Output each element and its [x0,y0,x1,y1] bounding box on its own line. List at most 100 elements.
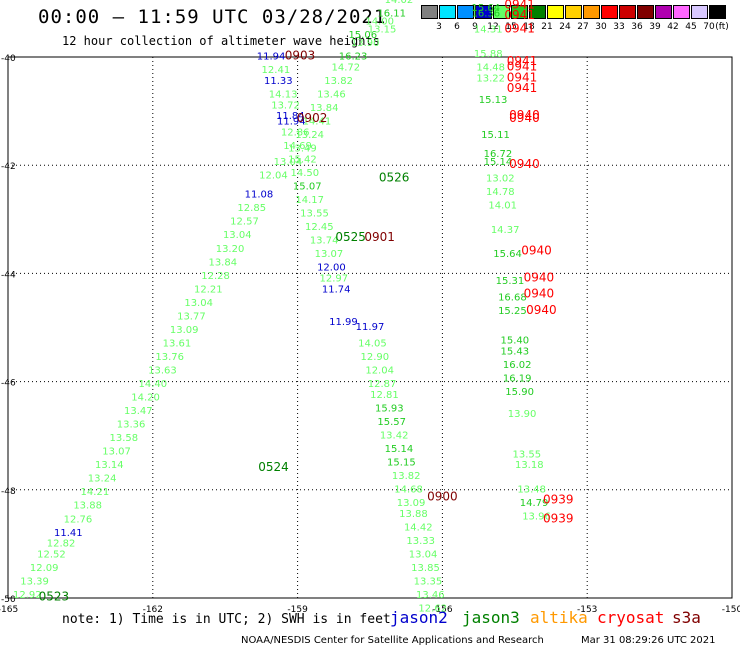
swh-value-label: 13.24 [295,130,324,141]
swh-value-label: 15.14 [385,444,414,455]
swh-value-label: 15.43 [500,347,529,358]
x-tick-label: -162 [143,605,163,615]
swh-value-label: 12.04 [259,171,288,182]
swh-value-label: 13.04 [223,230,252,241]
swh-value-label: 13.88 [73,501,102,512]
swh-value-label: 12.81 [370,390,399,401]
legend-swatch [493,5,510,19]
swh-value-label: 12.52 [37,549,66,560]
swh-value-label: 13.09 [170,325,199,336]
legend-swatch [565,5,582,19]
swh-value-label: 14.00 [365,17,394,28]
legend-bin-label: 24 [559,22,571,32]
pass-time-label: 0941 [504,22,535,36]
x-tick-label: -153 [577,605,597,615]
swh-value-label: 13.22 [476,73,505,84]
swh-value-label: 13.04 [274,157,303,168]
swh-value-label: 14.69 [283,141,312,152]
swh-value-label: 13.04 [184,298,213,309]
y-tick-label: -48 [1,487,16,497]
pass-time-label: 0524 [258,460,289,474]
y-tick-label: -42 [1,162,16,172]
swh-value-label: 13.85 [411,563,440,574]
swh-value-label: 14.42 [404,522,433,533]
y-tick-label: -50 [1,595,16,605]
swh-value-label: 16.36 [472,8,501,19]
swh-value-label: 13.90 [351,38,380,49]
legend-swatch [709,5,726,19]
swh-value-label: 16.19 [503,374,532,385]
swh-value-label: 16.02 [503,360,532,371]
swh-value-label: 13.07 [102,447,131,458]
swh-value-label: 13.46 [317,90,346,101]
legend-unit: (ft) [715,22,729,32]
swh-value-label: 14.13 [269,90,298,101]
pass-time-label: 0941 [507,60,538,74]
swh-value-label: 13.82 [324,76,353,87]
swh-value-label: 11.74 [322,284,351,295]
swh-value-label: 12.62 [418,604,447,615]
swh-value-label: 13.49 [288,144,317,155]
pass-time-label: 0940 [509,111,540,125]
swh-value-label: 15.42 [288,154,317,165]
legend-bin-label: 18 [523,22,535,32]
swh-value-label: 12.92 [13,590,42,601]
legend-swatch [475,5,492,19]
swh-value-label: 11.97 [356,322,385,333]
swh-value-label: 12.28 [201,271,230,282]
swh-value-label: 13.47 [124,406,153,417]
swh-value-label: 14.17 [295,195,324,206]
y-tick-label: -44 [1,270,16,280]
swh-value-label: 13.04 [409,549,438,560]
swh-value-label: 13.88 [399,509,428,520]
swh-value-label: 14.68 [394,485,423,496]
legend-bin-label: 12 [487,22,499,32]
swh-value-label: 13.48 [517,485,546,496]
legend-swatch [691,5,708,19]
pass-time-label: 0525 [335,230,366,244]
y-tick-label: -46 [1,379,16,389]
swh-value-label: 11.94 [257,52,286,63]
swh-value-label: 12.57 [230,217,259,228]
swh-value-label: 15.06 [348,30,377,41]
satellite-jason2: jason2 [390,608,448,627]
swh-value-label: 14.01 [488,200,517,211]
swh-value-label: 11.41 [54,528,83,539]
swh-value-label: 14.31 [474,25,503,36]
legend-bin-label: 30 [595,22,607,32]
swh-value-label: 15.25 [498,306,527,317]
legend-bin-label: 39 [649,22,661,32]
swh-value-label: 11.94 [277,117,306,128]
legend-bin-label: 27 [577,22,589,32]
swh-value-label: 11.08 [245,190,274,201]
satellite-s3a: s3a [672,608,701,627]
generated-timestamp: Mar 31 08:29:26 UTC 2021 [581,635,716,646]
swh-value-label: 13.24 [88,474,117,485]
swh-value-label: 14.78 [486,187,515,198]
swh-value-label: 16.68 [498,292,527,303]
swh-value-label: 13.63 [148,365,177,376]
pass-time-label: 0941 [507,54,538,68]
pass-time-label: 0901 [364,230,395,244]
swh-value-label: 13.84 [208,257,237,268]
swh-value-label: 12.09 [30,563,59,574]
legend-bin-label: 33 [613,22,625,32]
swh-value-label: 16.93 [469,0,498,3]
pass-time-label: 0941 [504,8,535,22]
legend-bin-label: 6 [454,22,460,32]
swh-value-label: 13.07 [315,249,344,260]
legend-bin-label: 36 [631,22,643,32]
swh-value-label: 15.13 [479,95,508,106]
swh-value-label: 15.15 [387,457,416,468]
swh-value-label: 13.76 [155,352,184,363]
legend-bin-label: 15 [505,22,517,32]
satellite-cryosat: cryosat [597,608,665,627]
swh-value-label: 11.84 [276,111,305,122]
swh-value-label: 14.40 [138,379,167,390]
swh-value-label: 13.36 [117,420,146,431]
legend-bin-label: 21 [541,22,553,32]
satellite-altika: altika [530,608,588,627]
legend-swatch [655,5,672,19]
legend-swatch [583,5,600,19]
